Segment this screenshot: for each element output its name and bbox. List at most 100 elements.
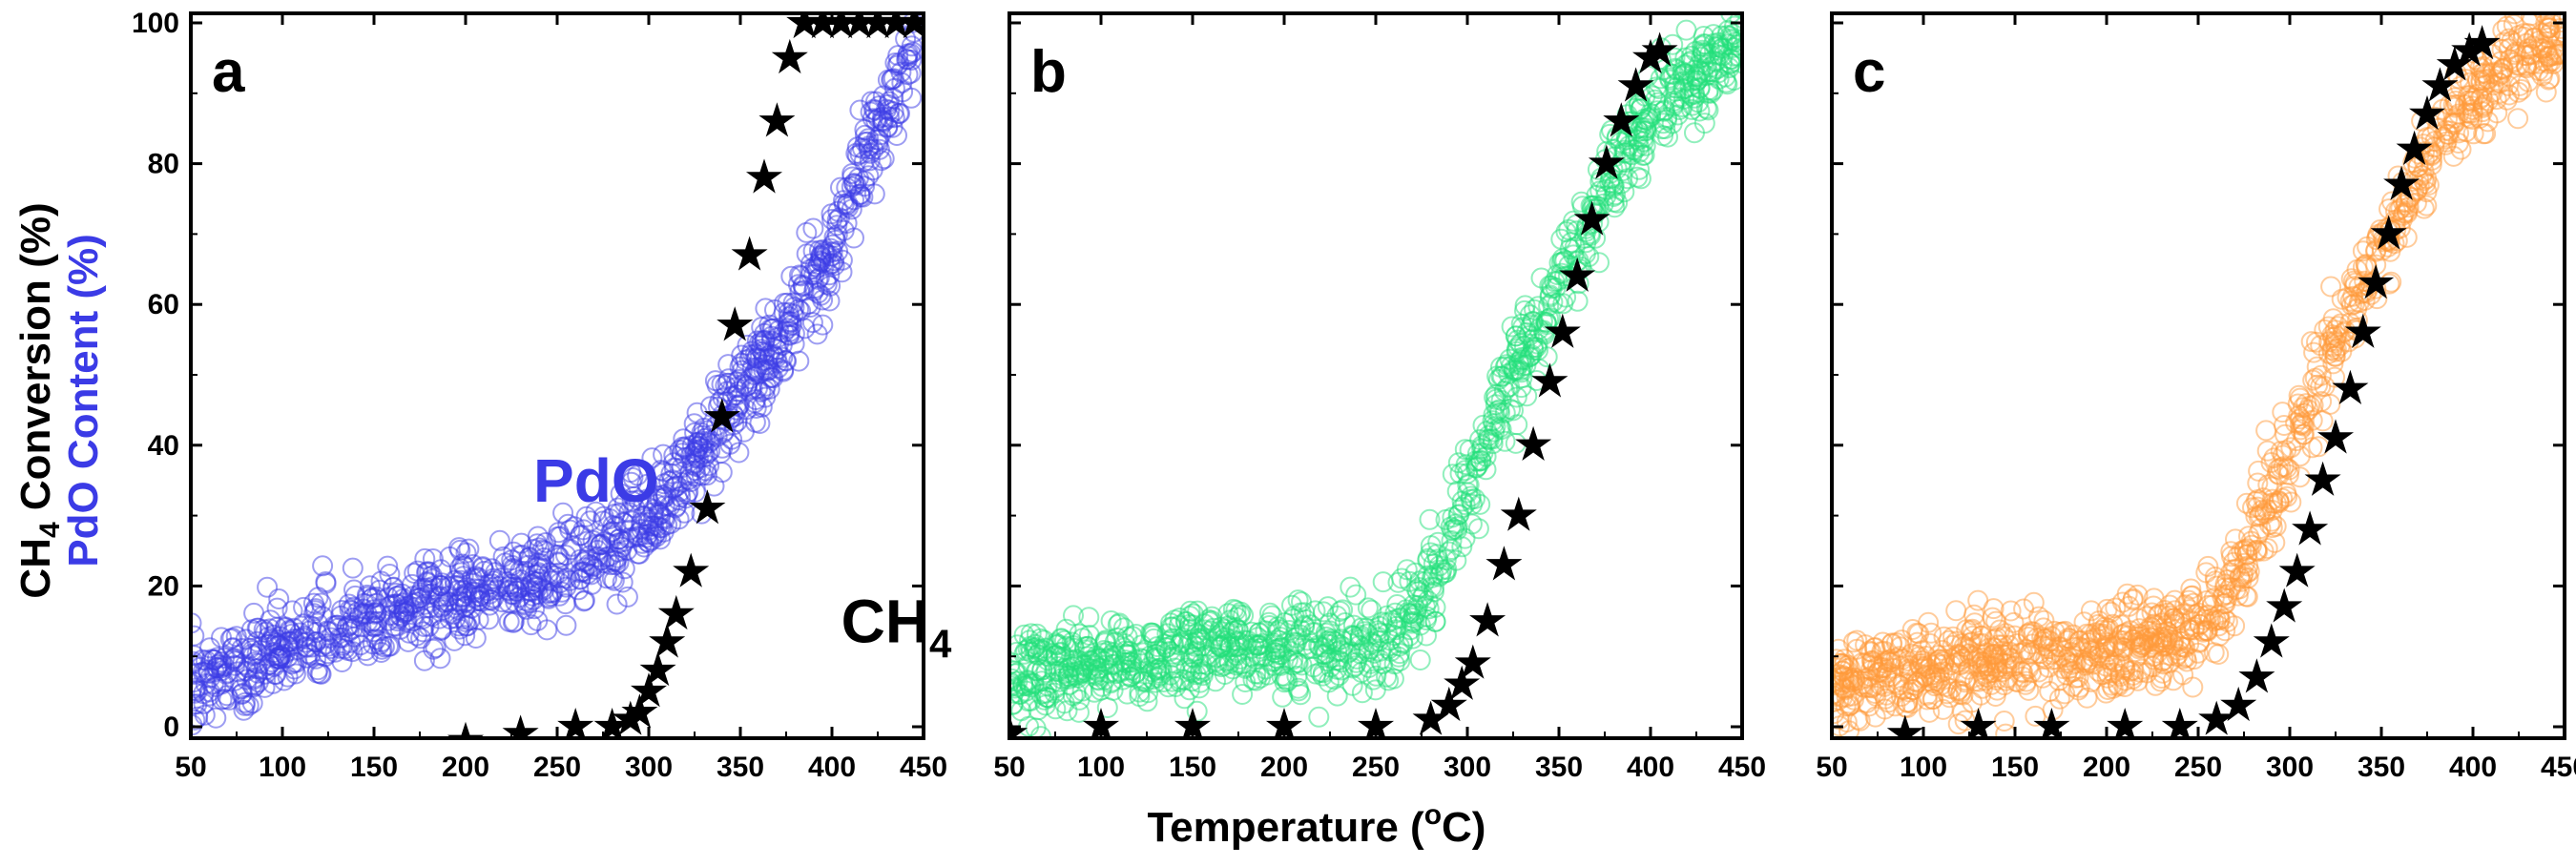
pdo-point xyxy=(819,290,841,312)
x-tick-label: 150 xyxy=(350,752,398,783)
ch4-star-point xyxy=(673,552,710,588)
pdo-point xyxy=(1880,651,1902,673)
pdo-point xyxy=(1087,669,1109,691)
pdo-point xyxy=(1469,449,1491,471)
pdo-point xyxy=(1161,616,1183,638)
annotation-pdo: PdO xyxy=(533,446,659,515)
pdo-point xyxy=(2159,652,2180,674)
pdo-point xyxy=(1386,594,1408,615)
pdo-point xyxy=(2251,500,2273,521)
pdo-point xyxy=(2392,204,2414,226)
pdo-point xyxy=(422,606,444,627)
pdo-point xyxy=(802,240,824,262)
pdo-point xyxy=(2227,546,2249,567)
pdo-point xyxy=(1652,113,1674,134)
pdo-point xyxy=(1111,654,1133,676)
pdo-point xyxy=(1484,421,1506,443)
pdo-point xyxy=(1505,325,1527,347)
pdo-point xyxy=(668,508,690,530)
pdo-point xyxy=(306,662,328,684)
pdo-point xyxy=(1548,252,1570,274)
pdo-point xyxy=(2487,72,2509,93)
pdo-point xyxy=(1258,615,1280,636)
ch4-star-point xyxy=(758,102,796,137)
pdo-point xyxy=(1235,671,1257,692)
y-tick-label: 100 xyxy=(132,8,179,39)
ch4-star-point xyxy=(2266,588,2303,623)
pdo-point xyxy=(2092,623,2114,645)
pdo-point xyxy=(1115,652,1137,674)
pdo-point xyxy=(845,142,867,164)
pdo-point xyxy=(1329,640,1351,662)
x-tick-label: 200 xyxy=(442,752,489,783)
pdo-point xyxy=(486,579,508,601)
pdo-point xyxy=(2025,705,2046,727)
pdo-point xyxy=(1115,659,1137,681)
pdo-point xyxy=(901,35,923,57)
pdo-point xyxy=(2261,476,2283,498)
pdo-point xyxy=(1186,700,1208,722)
pdo-point xyxy=(2490,51,2511,72)
pdo-point xyxy=(2169,608,2191,629)
pdo-point xyxy=(1530,267,1552,289)
pdo-point xyxy=(1165,676,1187,697)
pdo-point xyxy=(2537,17,2559,39)
pdo-point xyxy=(1471,435,1493,457)
panel-b-letter: b xyxy=(1030,39,1067,105)
pdo-point xyxy=(1864,683,1886,704)
pdo-point xyxy=(1019,674,1041,696)
pdo-point xyxy=(2459,107,2481,129)
pdo-point xyxy=(1031,670,1052,692)
pdo-point xyxy=(606,593,628,615)
pdo-point xyxy=(877,116,899,138)
pdo-point xyxy=(2235,586,2257,608)
x-tick-label: 350 xyxy=(717,752,764,783)
pdo-point xyxy=(873,148,895,170)
x-tick-label: 50 xyxy=(993,752,1025,783)
panel-a: 50 100 150 200 250 300 350 400 450 0 20 40 60 80 100 a… xyxy=(132,8,952,783)
pdo-point xyxy=(2496,89,2518,111)
pdo-point xyxy=(1578,246,1600,268)
pdo-point xyxy=(1860,677,1882,699)
pdo-point xyxy=(1665,77,1687,99)
pdo-point xyxy=(826,209,848,231)
pdo-point xyxy=(1396,559,1418,581)
x-axis-title: Temperature (oC) xyxy=(1148,799,1486,851)
ch4-star-point xyxy=(1500,496,1537,531)
pdo-point xyxy=(1863,675,1885,697)
pdo-point xyxy=(2214,577,2236,599)
pdo-point xyxy=(205,676,227,697)
pdo-point xyxy=(2247,496,2269,518)
pdo-point xyxy=(2462,123,2484,145)
pdo-point xyxy=(259,618,280,640)
pdo-point xyxy=(2531,13,2549,18)
pdo-point xyxy=(2348,292,2370,314)
pdo-point xyxy=(2321,324,2343,346)
pdo-point xyxy=(561,535,583,557)
pdo-point xyxy=(231,638,253,659)
pdo-point xyxy=(2076,687,2098,709)
pdo-point xyxy=(1057,665,1079,687)
pdo-point xyxy=(1901,679,1923,700)
pdo-point xyxy=(455,590,477,612)
pdo-point xyxy=(1630,168,1652,190)
pdo-point xyxy=(1629,141,1651,163)
pdo-point xyxy=(2180,578,2202,600)
pdo-point xyxy=(1145,658,1167,680)
pdo-point xyxy=(444,629,466,651)
pdo-point xyxy=(2303,341,2325,363)
pdo-point xyxy=(1388,635,1410,657)
pdo-point xyxy=(2325,339,2347,361)
pdo-point xyxy=(1107,613,1129,635)
pdo-point xyxy=(733,421,755,443)
pdo-point xyxy=(729,394,751,416)
pdo-point xyxy=(211,627,232,649)
pdo-point xyxy=(569,525,591,546)
pdo-point xyxy=(1316,642,1338,664)
pdo-point xyxy=(827,200,849,222)
pdo-point xyxy=(2450,138,2472,160)
pdo-point xyxy=(717,372,738,394)
x-tick-label: 300 xyxy=(1444,752,1491,783)
pdo-point xyxy=(481,573,503,595)
